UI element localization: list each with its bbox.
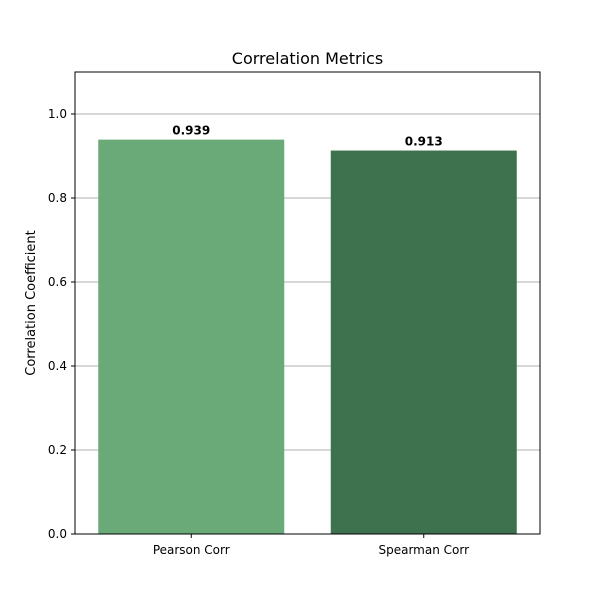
y-tick-label: 1.0 [48,107,67,121]
value-label: 0.913 [405,135,443,149]
y-tick-label: 0.2 [48,443,67,457]
x-tick-label: Spearman Corr [378,543,469,557]
plot-frame [74,71,541,535]
bar [330,150,517,535]
y-tick-label: 0.6 [48,275,67,289]
x-tick-label: Pearson Corr [153,543,230,557]
y-tick-label: 0.8 [48,191,67,205]
y-axis-label: Correlation Coefficient [24,230,39,376]
value-label: 0.939 [172,124,210,138]
value-labels: 0.939 0.913 [172,124,442,149]
y-tick-label: 0.0 [48,527,67,541]
bar [98,139,285,534]
y-ticks: 0.0 0.2 0.4 0.6 0.8 1.0 [48,107,75,541]
x-ticks: Pearson Corr Spearman Corr [153,534,469,557]
bars [98,139,517,535]
chart-title: Correlation Metrics [232,49,383,68]
y-tick-label: 0.4 [48,359,67,373]
